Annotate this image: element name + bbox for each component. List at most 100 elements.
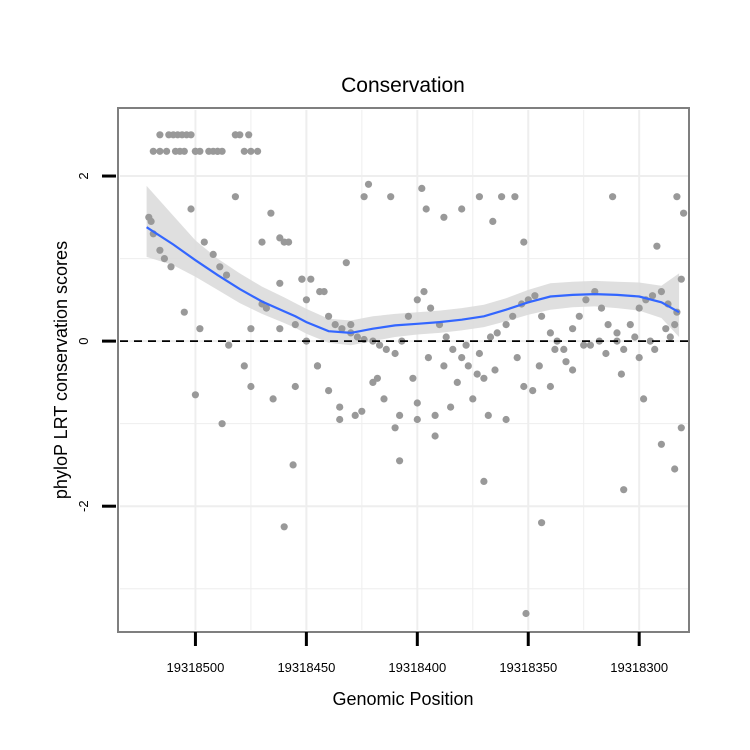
data-point [569, 325, 577, 333]
data-point [475, 193, 483, 201]
data-point [373, 374, 381, 382]
data-point [511, 193, 519, 201]
data-point [657, 288, 666, 296]
data-point [216, 263, 224, 271]
data-point [167, 263, 175, 271]
data-point [147, 217, 155, 225]
data-point [222, 271, 231, 279]
data-point [267, 209, 275, 217]
confidence-band-layer [146, 185, 680, 346]
y-tick-label: -2 [76, 500, 91, 512]
data-point [513, 354, 521, 362]
data-point [307, 275, 315, 283]
data-point [635, 304, 643, 312]
data-point [493, 329, 501, 337]
data-point [575, 312, 583, 320]
data-point [604, 321, 612, 329]
data-point [191, 147, 199, 155]
data-point [631, 333, 639, 341]
data-point [231, 131, 239, 139]
data-point [635, 354, 643, 362]
data-point [262, 304, 270, 312]
data-point [458, 354, 466, 362]
data-point [180, 147, 188, 155]
x-tick-label: 19318450 [277, 660, 335, 675]
data-point [431, 432, 439, 440]
data-point [196, 325, 204, 333]
data-point [491, 366, 499, 374]
x-axis: 19318500 19318450 19318400 19318350 19318300 [167, 632, 668, 675]
data-point [462, 341, 470, 349]
data-point [413, 399, 421, 407]
data-point [427, 304, 435, 312]
data-point [464, 362, 472, 370]
data-point [640, 395, 648, 403]
data-point [473, 370, 481, 378]
data-point [325, 312, 333, 320]
data-point [420, 288, 428, 296]
data-point [520, 382, 528, 391]
data-point [404, 312, 412, 320]
data-points [145, 131, 688, 618]
data-point [413, 415, 421, 424]
data-point [302, 296, 310, 304]
data-point [269, 395, 277, 403]
chart-title: Conservation [341, 74, 465, 97]
data-point [449, 345, 457, 353]
data-point [409, 374, 417, 382]
data-point [502, 321, 510, 329]
data-point [396, 457, 404, 465]
data-point [209, 250, 217, 258]
x-tick-label: 19318350 [499, 660, 557, 675]
y-axis-title: phyloP LRT conservation scores [51, 241, 71, 499]
data-point [247, 325, 255, 333]
data-point [529, 387, 537, 395]
data-point [673, 193, 681, 201]
data-point [653, 242, 661, 250]
data-point [580, 341, 588, 349]
data-point [160, 255, 168, 263]
data-point [480, 477, 488, 485]
data-point [247, 147, 255, 155]
data-point [280, 523, 288, 531]
data-point [240, 362, 248, 370]
data-point [156, 246, 164, 254]
data-point [538, 519, 546, 527]
data-point [677, 424, 685, 432]
data-point [535, 362, 543, 370]
data-point [391, 424, 399, 432]
data-point [247, 382, 255, 391]
data-point [538, 312, 546, 320]
data-point [475, 349, 483, 358]
data-point [442, 333, 450, 341]
data-point [602, 349, 610, 358]
data-point [360, 335, 368, 344]
data-point [677, 275, 685, 283]
data-point [245, 131, 253, 139]
data-point [336, 403, 344, 411]
data-point [218, 420, 226, 428]
data-point [347, 321, 355, 329]
data-point [187, 205, 195, 213]
data-point [582, 296, 590, 304]
data-point [480, 374, 488, 382]
smooth-line-layer [146, 226, 680, 335]
data-point [413, 296, 421, 304]
data-point [240, 147, 248, 155]
data-point [191, 391, 199, 399]
data-point [187, 131, 195, 139]
data-point [231, 193, 239, 201]
data-point [484, 411, 492, 419]
y-tick-label: 0 [76, 337, 91, 344]
data-point [560, 345, 568, 353]
data-point [440, 362, 448, 370]
data-point [291, 382, 299, 391]
data-point [666, 333, 674, 341]
data-point [626, 321, 634, 329]
data-point [338, 325, 346, 333]
data-point [320, 288, 328, 296]
data-point [351, 411, 359, 419]
data-point [680, 209, 688, 217]
data-point [342, 259, 350, 267]
data-point [562, 358, 570, 366]
